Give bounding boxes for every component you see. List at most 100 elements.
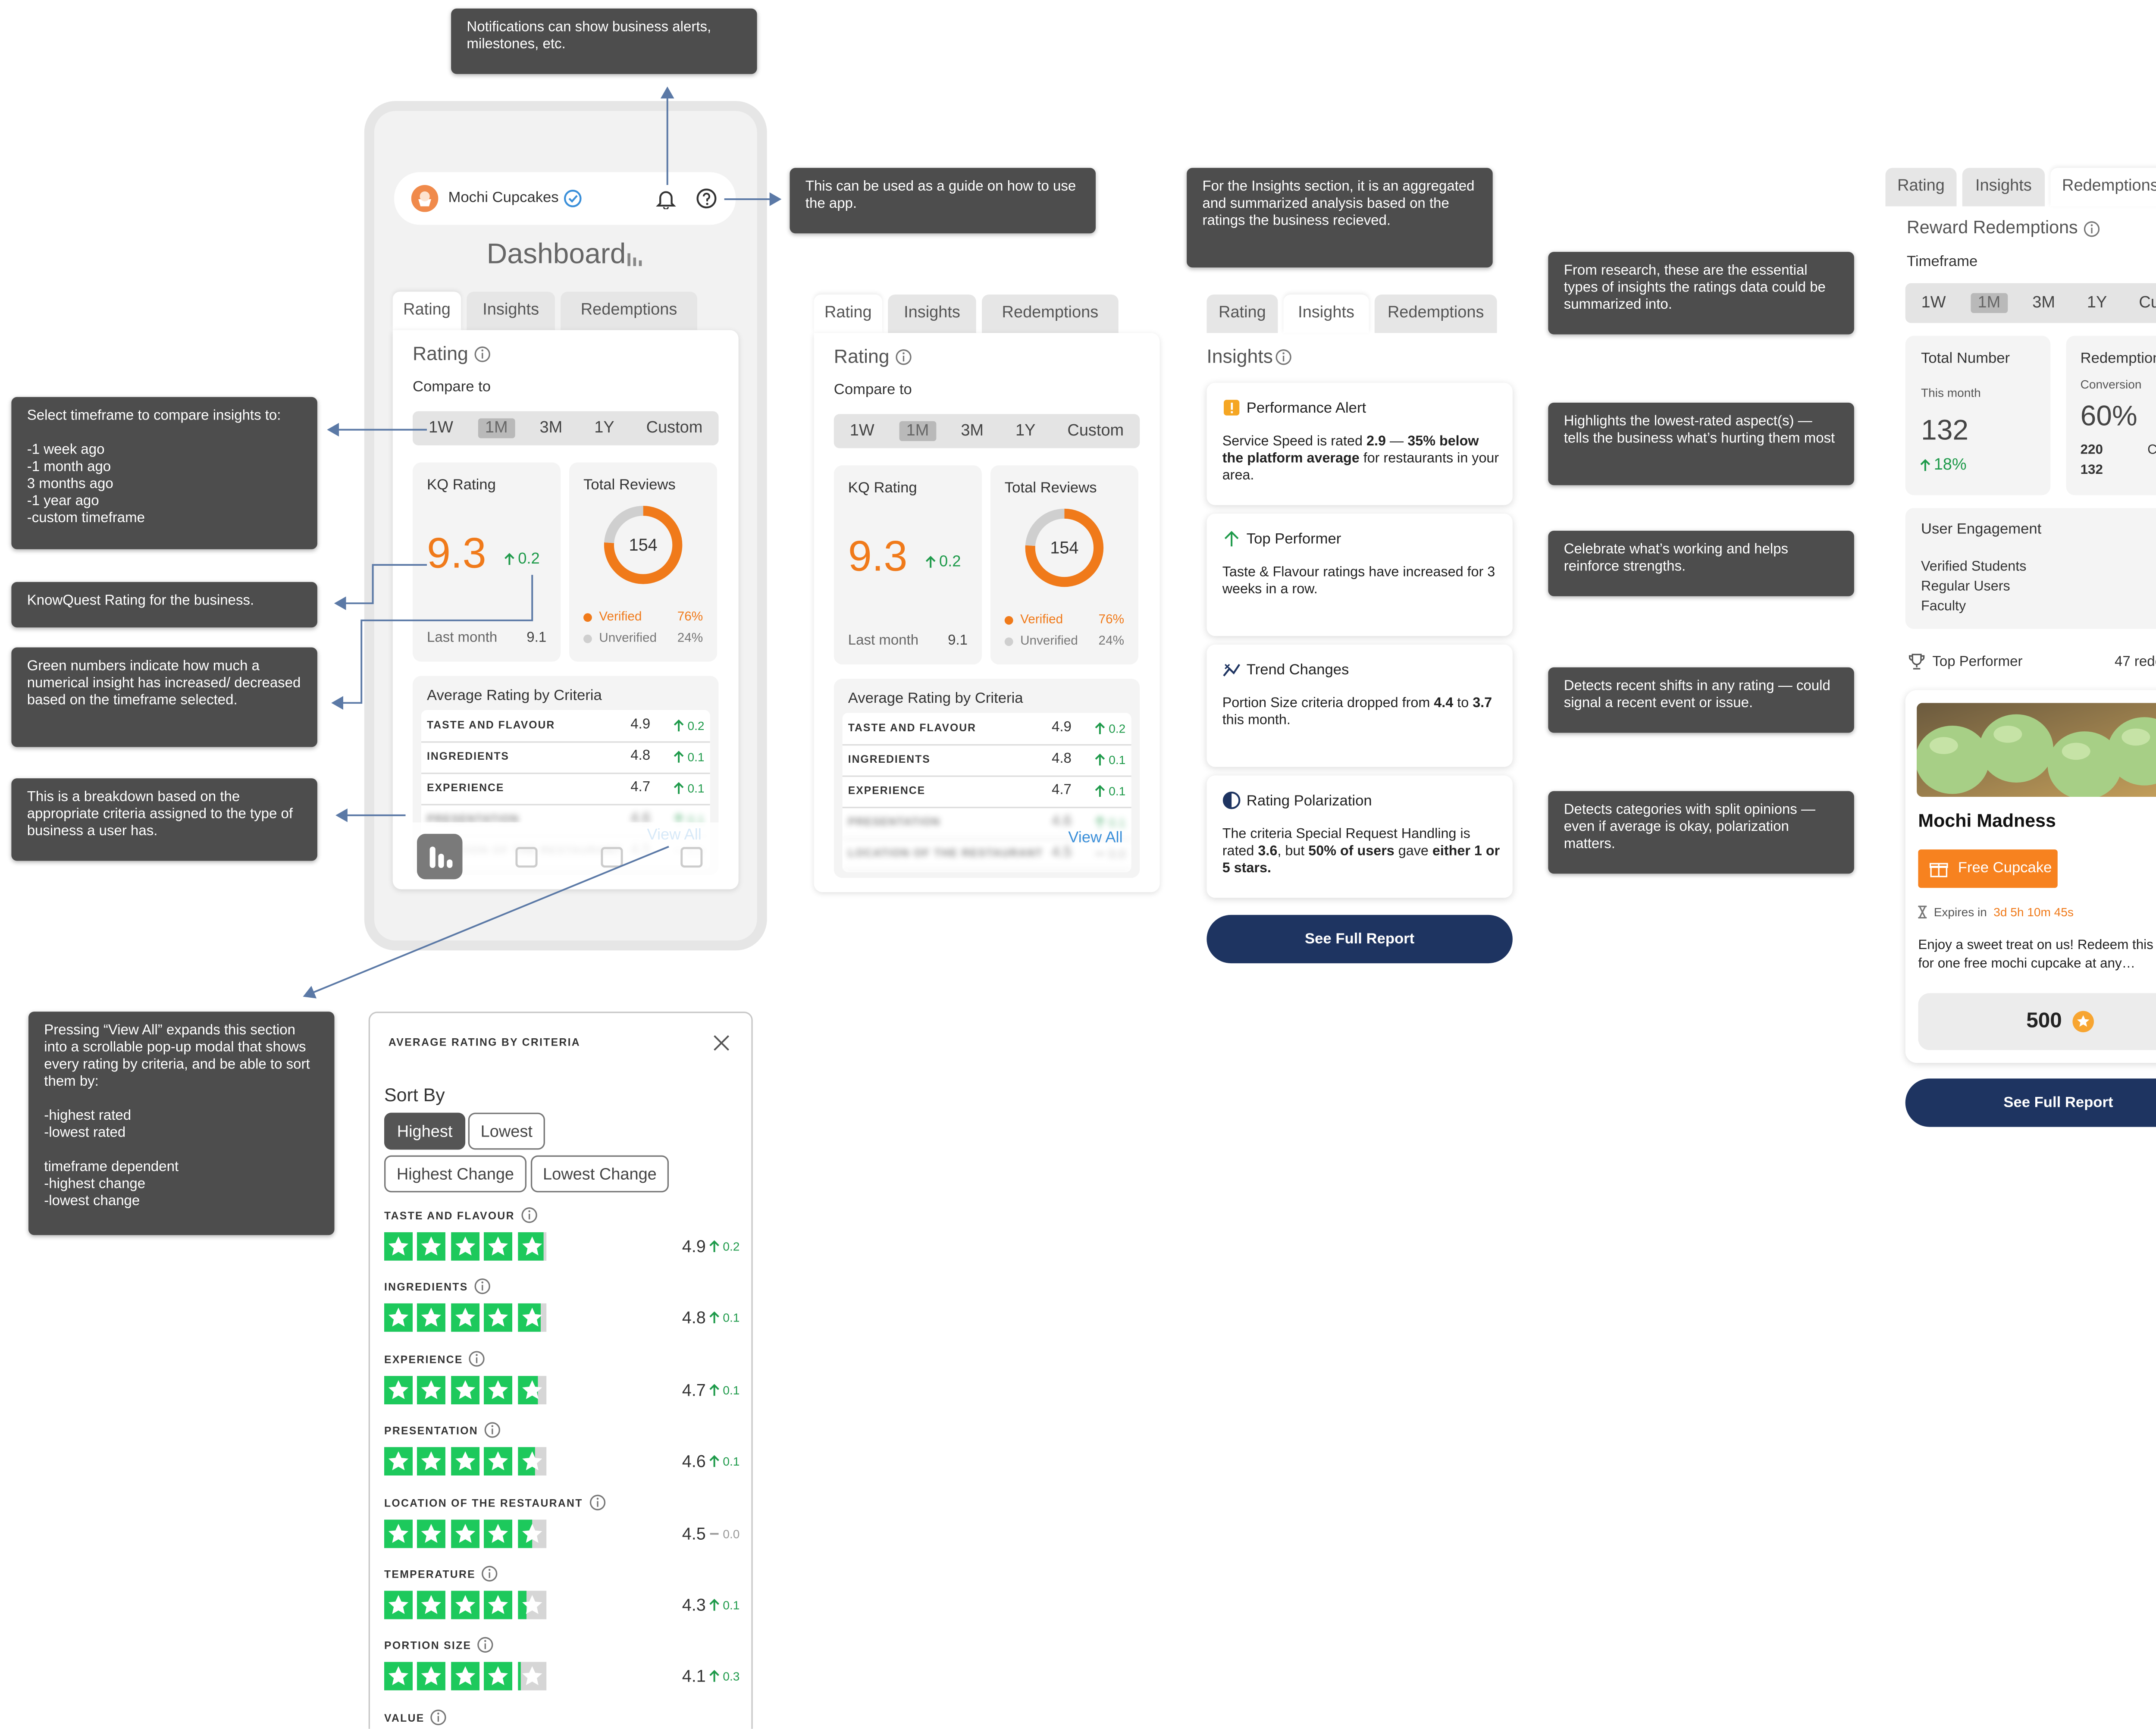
- period-option[interactable]: Custom: [2139, 294, 2156, 312]
- compare-label: Compare to: [834, 381, 912, 398]
- tab[interactable]: Redemptions: [561, 291, 697, 330]
- star-shape-part: [422, 1308, 442, 1327]
- chart-icon-part: [633, 257, 636, 266]
- up-arrow: [1095, 753, 1105, 766]
- criteria-name: PRESENTATION: [384, 1424, 478, 1438]
- report-button[interactable]: See Full Report: [1905, 1078, 2156, 1127]
- period-option[interactable]: 1W: [849, 423, 874, 440]
- tab[interactable]: Rating: [1206, 294, 1278, 333]
- notification-bell[interactable]: [656, 188, 676, 210]
- star-shape-part: [521, 1523, 542, 1542]
- insight-card: Rating Polarization The criteria Special …: [1206, 775, 1513, 898]
- legend-dot: [1004, 637, 1013, 646]
- info-icon-part: [488, 1569, 491, 1571]
- annotation: Detects categories with split opinions —…: [1548, 791, 1854, 874]
- info-icon-part: [903, 352, 905, 354]
- info-icon-part: [474, 1279, 490, 1295]
- period-option[interactable]: 3M: [961, 423, 984, 440]
- period-option[interactable]: Custom: [646, 420, 703, 437]
- star-shape-part: [422, 1523, 442, 1542]
- criteria-row: TASTE AND FLAVOUR 4.9 0.2: [842, 713, 1131, 746]
- nav-store[interactable]: [677, 843, 706, 871]
- tab[interactable]: Rating: [392, 291, 461, 330]
- tab[interactable]: Redemptions: [2050, 168, 2156, 207]
- star-shape: [521, 1451, 542, 1471]
- info-icon-part: [476, 1353, 478, 1356]
- tab[interactable]: Rating: [814, 294, 882, 333]
- up-arrow: [925, 556, 936, 568]
- period-option[interactable]: 1W: [428, 420, 453, 437]
- close-button[interactable]: [713, 1034, 730, 1052]
- up-arrow-part: [709, 1312, 719, 1324]
- period-option[interactable]: 1M: [899, 421, 936, 441]
- legend-name: Unverified: [1020, 633, 1078, 648]
- nav-rewards-part: [601, 847, 623, 868]
- star-shape: [455, 1666, 475, 1686]
- period-option[interactable]: 1W: [1921, 294, 1946, 312]
- up-arrow-part: [505, 553, 514, 565]
- reward-image-part: [1993, 726, 2022, 743]
- nav-promotions[interactable]: [512, 843, 541, 871]
- tab[interactable]: Rating: [1885, 168, 1957, 207]
- tab[interactable]: Redemptions: [1374, 294, 1497, 333]
- insight-card: Trend Changes Portion Size criteria dropp…: [1206, 644, 1513, 767]
- period-option[interactable]: 3M: [2032, 294, 2055, 312]
- star: [484, 1447, 513, 1476]
- sort-option[interactable]: Highest: [384, 1112, 466, 1150]
- sort-option[interactable]: Lowest: [468, 1112, 545, 1150]
- star: [451, 1232, 479, 1261]
- criteria-row: EXPERIENCE 4.7 0.1: [842, 776, 1131, 808]
- points-value: 500: [2026, 1009, 2062, 1033]
- nav-rewards[interactable]: [598, 843, 626, 871]
- claimed-label: Claimed: [2147, 442, 2156, 458]
- chart-icon-part: [639, 260, 642, 266]
- tab[interactable]: Redemptions: [982, 294, 1119, 333]
- legend-dot: [583, 634, 592, 643]
- tab[interactable]: Insights: [1283, 294, 1369, 333]
- star-shape-part: [422, 1380, 442, 1399]
- star-shape-part: [488, 1380, 508, 1399]
- star-shape-part: [388, 1308, 409, 1327]
- star: [417, 1375, 446, 1404]
- star-shape: [422, 1236, 442, 1256]
- star: [384, 1232, 413, 1261]
- change-indicator: 0.0: [1094, 847, 1125, 861]
- nav-dashboard-part: [447, 859, 453, 868]
- period-option[interactable]: 1M: [478, 418, 515, 439]
- star: [451, 1375, 479, 1404]
- change-indicator: 0.1: [1094, 784, 1125, 798]
- report-button[interactable]: See Full Report: [1206, 915, 1513, 964]
- sort-option[interactable]: Lowest Change: [530, 1155, 669, 1193]
- nav-store-part: [680, 847, 703, 868]
- star-shape: [488, 1236, 508, 1256]
- star-shape-part: [488, 1451, 508, 1471]
- up-arrow: [709, 1670, 719, 1682]
- stat-value: 60%: [2080, 401, 2137, 433]
- help-button-part: [702, 193, 711, 201]
- period-option[interactable]: 1Y: [594, 420, 614, 437]
- sort-option[interactable]: Highest Change: [384, 1155, 526, 1193]
- nav-dashboard[interactable]: [417, 833, 463, 880]
- period-option[interactable]: Custom: [1067, 423, 1124, 440]
- star-shape-part: [388, 1666, 409, 1686]
- period-option[interactable]: 3M: [539, 420, 563, 437]
- info-icon: [482, 1566, 498, 1582]
- star: [417, 1304, 446, 1333]
- star-shape-part: [455, 1523, 475, 1542]
- help-button[interactable]: [696, 188, 718, 210]
- tab[interactable]: Insights: [467, 291, 555, 330]
- tab[interactable]: Insights: [888, 294, 976, 333]
- tab[interactable]: Insights: [1962, 168, 2045, 207]
- star-shape: [488, 1595, 508, 1614]
- period-option[interactable]: 1M: [1971, 293, 2008, 313]
- insight-text: The criteria Special Request Handling is…: [1222, 827, 1470, 860]
- view-all-link[interactable]: View All: [1068, 829, 1123, 847]
- change-value: 18%: [1934, 457, 1967, 474]
- up-arrow: [709, 1312, 719, 1324]
- kq-value: 9.3: [848, 533, 908, 581]
- reward-name: Mochi Madness: [1918, 809, 2056, 831]
- period-option[interactable]: 1Y: [1015, 423, 1036, 440]
- up-arrow-part: [674, 751, 684, 763]
- change-indicator: 0.1: [708, 1598, 740, 1612]
- period-option[interactable]: 1Y: [2087, 294, 2107, 312]
